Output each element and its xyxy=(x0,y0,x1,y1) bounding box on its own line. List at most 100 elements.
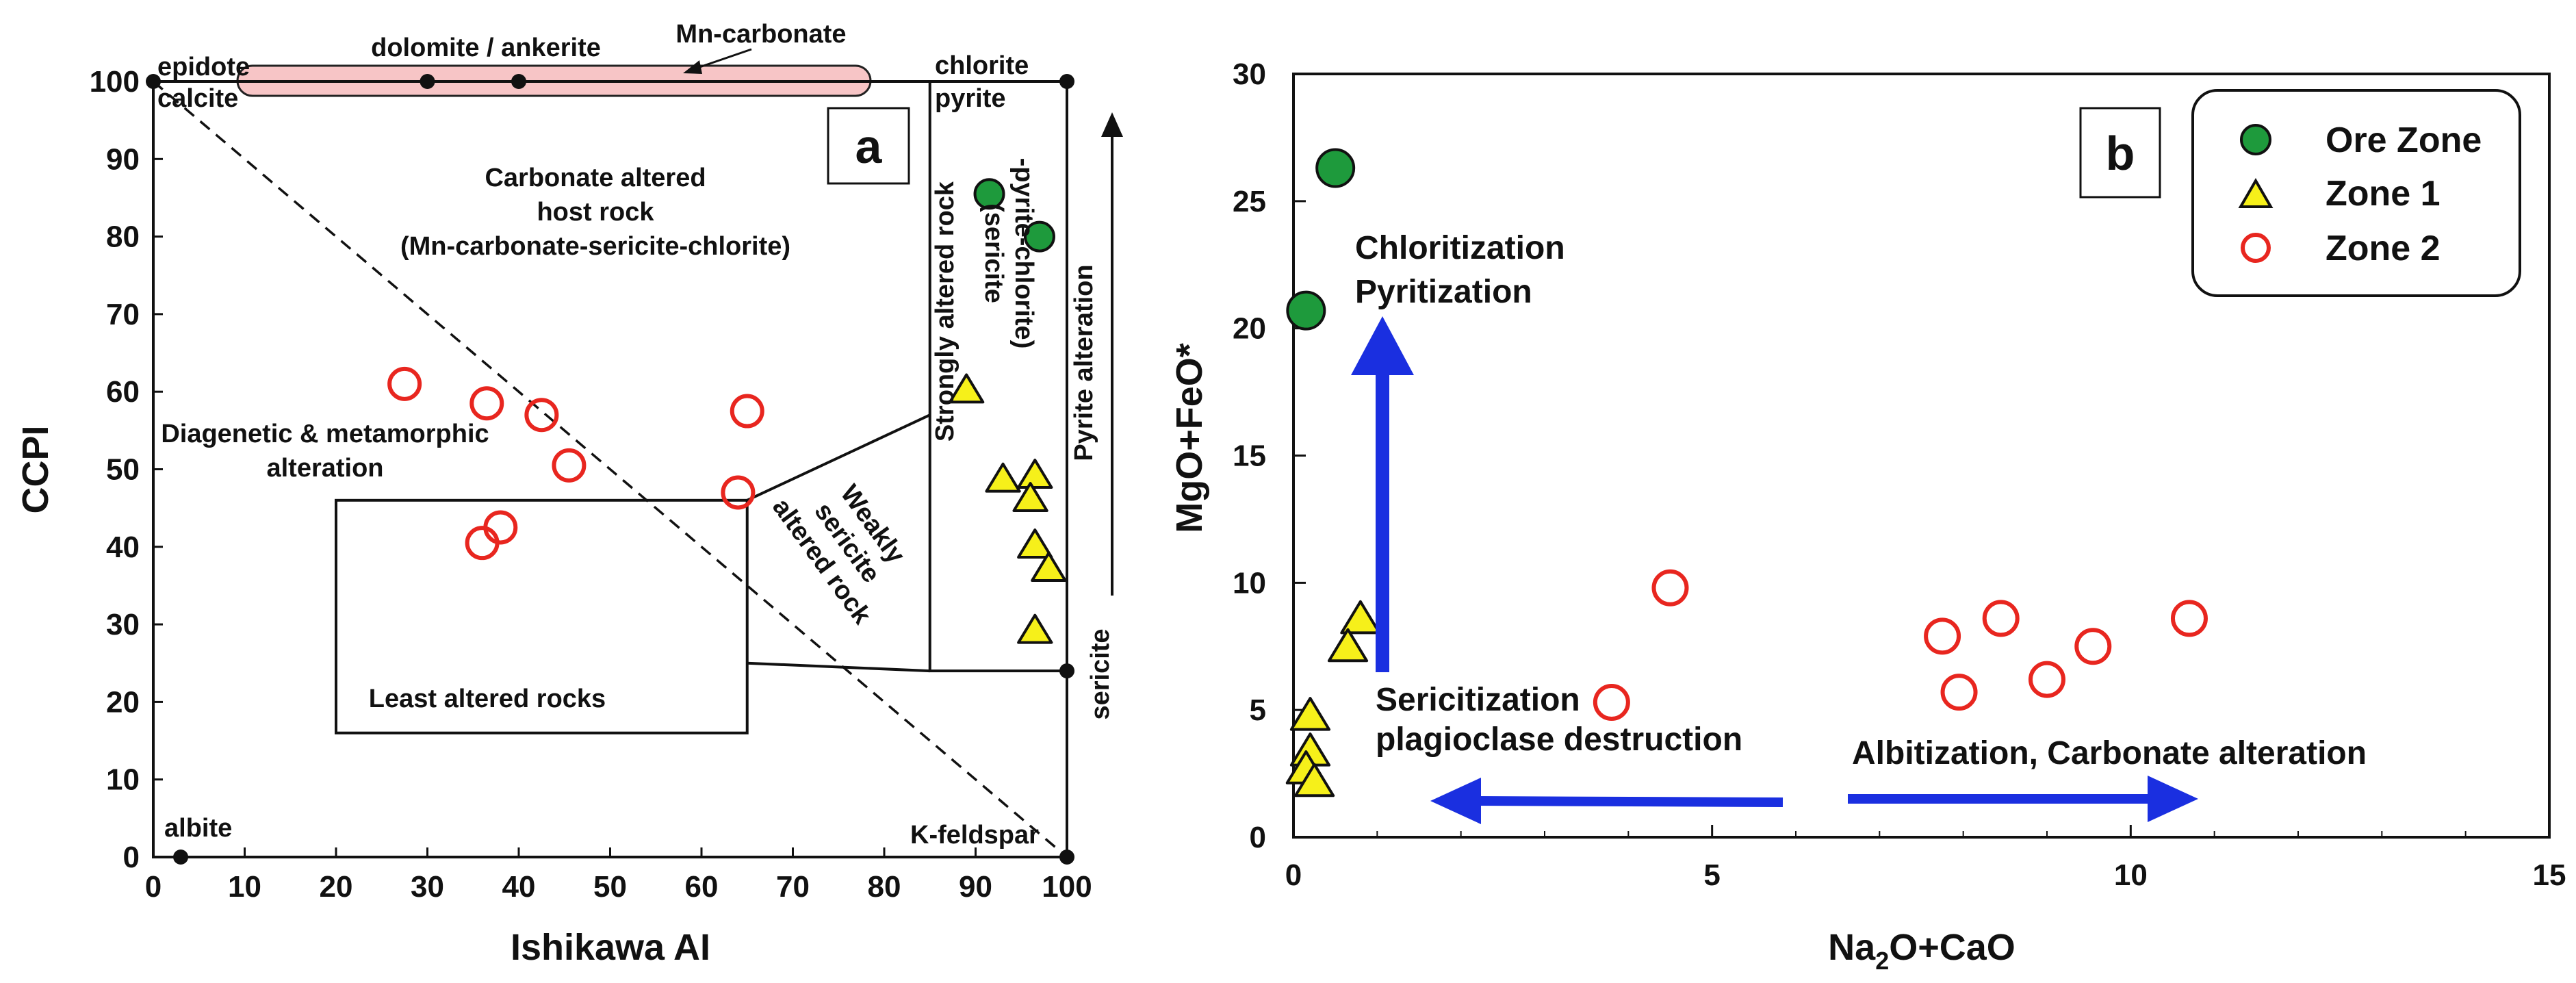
label-carbonate-line3: (Mn-carbonate-sericite-chlorite) xyxy=(400,232,790,261)
panel-a-x-tick-label: 70 xyxy=(776,870,810,904)
label-epidote: epidote xyxy=(157,53,250,81)
label-dolomite: dolomite / ankerite xyxy=(371,34,601,62)
zone1-point xyxy=(1289,697,1331,731)
panel-b-letter: b xyxy=(2106,127,2135,180)
panel-b-y-axis-title-wrap: MgO+FeO* xyxy=(1169,343,1210,533)
label-diagenetic-line2: alteration xyxy=(266,454,383,483)
label-chloritization: Chloritization xyxy=(1355,230,1565,266)
panel-a-y-tick-label: 0 xyxy=(123,841,140,874)
zone2-point xyxy=(465,526,500,561)
zone1-point xyxy=(1340,600,1381,635)
weakly-sericite-lower-line xyxy=(747,661,930,673)
mn-carbonate-arrowhead xyxy=(683,60,702,74)
zone2-point xyxy=(1651,569,1689,607)
zone1-point xyxy=(1017,613,1053,644)
label-strong-line3: -pyrite-chlorite) xyxy=(1009,158,1038,349)
legend-zone2-marker xyxy=(2241,233,2271,263)
label-sericite: sericite xyxy=(1086,628,1115,719)
zone2-point xyxy=(2170,600,2208,637)
panel-a-ticks: 0 10 20 30 40 50 60 70 80 90 100 0 10 20 30 40 50 60 70 80 9… xyxy=(90,65,1092,904)
label-albitization: Albitization, Carbonate alteration xyxy=(1852,735,2367,771)
label-kfeldspar: K-feldspar xyxy=(910,821,1039,850)
sericitization-arrowhead xyxy=(1430,778,1481,824)
label-mn-carbonate: Mn-carbonate xyxy=(675,20,846,49)
weakly-sericite-upper-line xyxy=(746,413,931,502)
zone1-point xyxy=(1327,628,1369,663)
label-diagenetic-line1: Diagenetic & metamorphic xyxy=(161,420,489,448)
reference-point xyxy=(173,850,189,865)
panel-b-x-title-rest: O+CaO xyxy=(1889,927,2015,968)
label-strong-line2: (sericite xyxy=(979,203,1008,303)
zone2-point xyxy=(469,386,504,421)
panel-a-series xyxy=(387,178,1067,644)
label-pyrite-alteration: Pyrite alteration xyxy=(1070,264,1098,461)
panel-a-y-tick-label: 80 xyxy=(106,220,140,254)
panel-b-y-tick-label: 20 xyxy=(1233,312,1266,346)
reference-point xyxy=(1059,663,1074,679)
label-calcite: calcite xyxy=(157,84,238,113)
panel-a-y-tick-label: 90 xyxy=(106,142,140,176)
panel-b-series xyxy=(1285,148,2208,797)
panel-b-y-tick-label: 25 xyxy=(1233,185,1266,218)
label-strong-line1: Strongly altered rock xyxy=(931,181,959,442)
label-carbonate-line2: host rock xyxy=(537,198,654,227)
label-pyrite: pyrite xyxy=(935,84,1005,113)
panel-a-x-tick-label: 40 xyxy=(502,870,536,904)
epidote-kfeldspar-dashed-line xyxy=(152,80,1068,858)
panel-a-y-axis-title-wrap: CCPI xyxy=(15,425,56,513)
panel-a-y-tick-label: 30 xyxy=(106,608,140,641)
panel-a: a 0 10 20 30 40 50 60 70 80 90 100 0 10 20 30 40 50 60 70 8… xyxy=(15,20,1123,968)
zone1-point xyxy=(1017,528,1053,559)
panel-b-letter-box xyxy=(2079,107,2161,199)
label-carbonate-line1: Carbonate altered xyxy=(485,164,706,192)
panel-b-y-tick-label: 5 xyxy=(1250,693,1266,727)
panel-b: 0 5 10 15 0 5 10 15 20 25 30 b Ore Zone Zone 1 Zon… xyxy=(1169,58,2566,975)
zone1-point xyxy=(1012,482,1048,512)
label-strong-sub: (sericite -pyrite-chlorite) xyxy=(979,158,1038,349)
zone1-point xyxy=(1031,552,1067,582)
reference-point xyxy=(1059,74,1074,89)
legend-zone1-label: Zone 1 xyxy=(2326,174,2440,214)
zone2-point xyxy=(1940,674,1978,711)
legend-ore-zone-marker xyxy=(2240,124,2271,155)
legend-box xyxy=(2191,89,2521,297)
panel-b-y-tick-label: 15 xyxy=(1233,439,1266,473)
panel-b-x-tick-label: 5 xyxy=(1703,858,1720,892)
legend-zone1-marker xyxy=(2238,178,2274,208)
panel-b-y-tick-label: 30 xyxy=(1233,58,1266,91)
panel-a-x-tick-label: 50 xyxy=(593,870,627,904)
label-plagioclase: plagioclase destruction xyxy=(1376,722,1742,758)
ore-zone-point xyxy=(1023,220,1055,253)
zone2-point xyxy=(721,475,756,510)
panel-b-ticks: 0 5 10 15 0 5 10 15 20 25 30 xyxy=(1233,58,2566,892)
sericitization-arrow xyxy=(1468,796,1783,807)
panel-a-x-tick-label: 100 xyxy=(1042,870,1092,904)
panel-b-y-tick-label: 0 xyxy=(1250,821,1266,854)
zone1-point xyxy=(1017,459,1053,489)
zone1-point xyxy=(985,462,1021,493)
reference-point xyxy=(420,74,435,89)
least-altered-box xyxy=(335,498,749,735)
panel-a-y-tick-label: 10 xyxy=(106,763,140,797)
legend: Ore Zone Zone 1 Zone 2 xyxy=(2191,89,2521,297)
panel-a-letter-box xyxy=(827,107,910,185)
label-pyritization: Pyritization xyxy=(1355,274,1532,310)
zone2-point xyxy=(524,398,559,433)
zone2-point xyxy=(387,366,422,401)
zone1-point xyxy=(949,373,985,404)
panel-b-x-title-na: Na xyxy=(1828,927,1876,968)
panel-b-y-axis-title: MgO+FeO* xyxy=(1169,343,1210,533)
label-weakly-sericite: Weakly sericite altered rock xyxy=(767,480,910,630)
reference-point xyxy=(1059,850,1074,865)
panel-a-x-tick-label: 20 xyxy=(320,870,353,904)
ore-zone-point xyxy=(1315,148,1356,188)
panel-b-y-tick-label: 10 xyxy=(1233,566,1266,600)
reference-point xyxy=(511,74,526,89)
panel-b-x-axis-title: Na2O+CaO xyxy=(1828,927,2015,975)
pyrite-alteration-arrowhead xyxy=(1101,112,1123,137)
panel-a-reference-points xyxy=(146,74,1074,865)
label-sericite-wrap: sericite xyxy=(1086,628,1115,719)
zone2-point xyxy=(730,394,764,429)
panel-a-x-tick-label: 30 xyxy=(411,870,444,904)
